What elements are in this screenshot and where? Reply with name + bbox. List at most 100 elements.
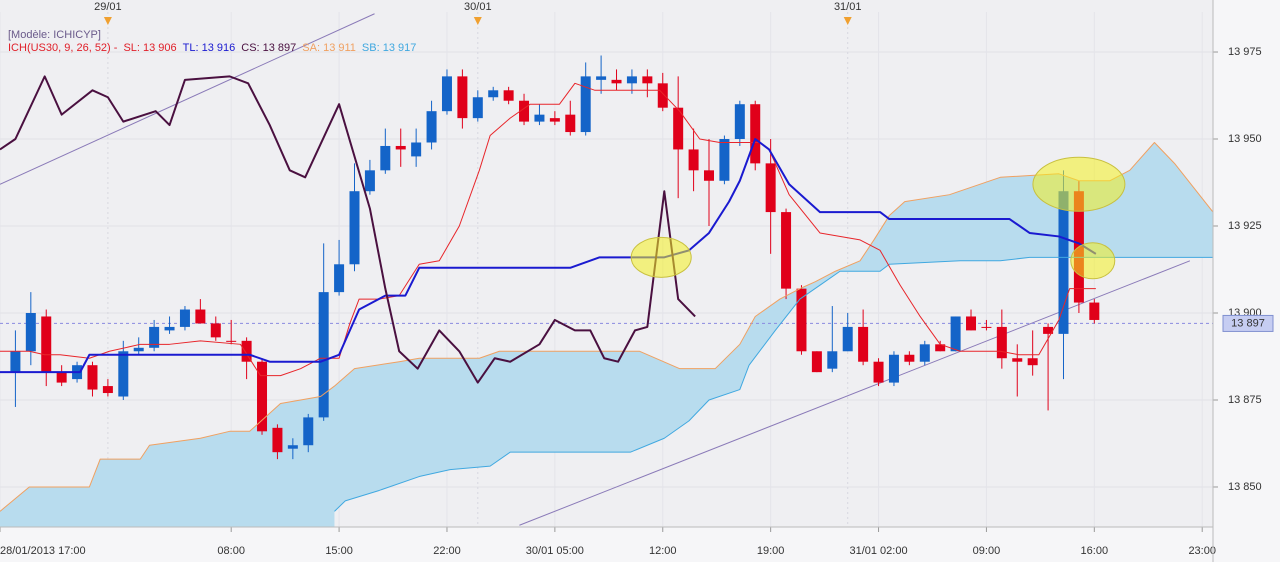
candle-body: [642, 76, 653, 84]
candle-body: [519, 100, 530, 122]
candle-body: [56, 372, 67, 383]
candle-body: [1058, 191, 1069, 334]
candle-body: [703, 170, 714, 181]
candle-body: [441, 76, 452, 112]
candle-body: [10, 351, 21, 373]
candle-body: [241, 340, 252, 362]
candle-body: [1027, 358, 1038, 366]
candle-body: [966, 316, 977, 331]
candle-body: [287, 445, 298, 449]
x-tick-label: 12:00: [649, 545, 677, 557]
candle-body: [226, 340, 237, 342]
candle-body: [364, 170, 375, 192]
legend-entry: TL: 13 916: [182, 42, 236, 54]
x-tick-label: 08:00: [217, 545, 245, 557]
candle-body: [426, 111, 437, 143]
candle-body: [118, 351, 129, 397]
candle-body: [796, 288, 807, 352]
highlight: [1070, 242, 1116, 280]
y-axis-area: [1213, 0, 1280, 562]
y-tick-label: 13 925: [1228, 220, 1262, 232]
candle-body: [781, 212, 792, 289]
indicator-line: [0, 82, 1096, 377]
candle-body: [1012, 358, 1023, 362]
plot: [0, 12, 1213, 527]
candle-body: [41, 316, 52, 373]
indicator-line: [0, 141, 1213, 512]
y-tick-label: 13 850: [1228, 481, 1262, 493]
candle-body: [164, 326, 175, 331]
legend-entry: SB: 13 917: [361, 42, 417, 54]
x-tick-label: 31/01 02:00: [849, 545, 907, 557]
candle-body: [257, 361, 268, 432]
x-tick-label: 19:00: [757, 545, 785, 557]
indicator-line: [334, 256, 1213, 512]
indicator: ICH(US30, 9, 26, 52) -: [8, 42, 118, 54]
candle-body: [334, 264, 345, 293]
candle-body: [935, 344, 946, 352]
candle-body: [873, 361, 884, 383]
candle-body: [688, 149, 699, 171]
highlight: [630, 236, 692, 278]
candle-body: [734, 104, 745, 140]
y-tick-label: 13 950: [1228, 133, 1262, 145]
candle-body: [765, 163, 776, 213]
candle-body: [1043, 326, 1054, 334]
candle-body: [549, 118, 560, 122]
candle-body: [950, 316, 961, 352]
last-price-box: [1222, 314, 1274, 332]
x-tick-label: 28/01/2013 17:00: [0, 545, 86, 557]
legend-entry: CS: 13 897: [241, 42, 297, 54]
candle-body: [827, 351, 838, 369]
candle-body: [811, 351, 822, 373]
last-price-label: 13 897: [1231, 317, 1265, 329]
candle-body: [380, 145, 391, 171]
candle-body: [719, 139, 730, 181]
candle-body: [411, 142, 422, 157]
date-marker: [843, 17, 852, 25]
candle-body: [996, 326, 1007, 359]
candle-body: [888, 354, 899, 383]
trendline: [519, 260, 1191, 526]
trendline: [0, 13, 375, 185]
candle-body: [626, 76, 637, 84]
candle-body: [349, 191, 360, 265]
model-label: [Modèle: ICHICYP]: [8, 29, 416, 42]
candle-body: [596, 76, 607, 80]
candle-body: [457, 76, 468, 119]
candle-body: [657, 83, 668, 108]
candle-body: [904, 354, 915, 362]
legend: [Modèle: ICHICYP] ICH(US30, 9, 26, 52) -…: [8, 29, 416, 55]
candle-body: [580, 76, 591, 133]
x-tick-label: 23:00: [1188, 545, 1216, 557]
model: [Modèle: ICHICYP]: [8, 29, 101, 41]
candle-body: [472, 97, 483, 119]
candle-body: [395, 145, 406, 150]
candle-body: [842, 326, 853, 352]
y-tick-label: 13 875: [1228, 394, 1262, 406]
candle-body: [565, 114, 576, 133]
cloud: [0, 142, 1213, 527]
candle-body: [87, 365, 98, 390]
candle-body: [303, 417, 314, 446]
x-tick-label: 16:00: [1081, 545, 1109, 557]
candle-body: [858, 326, 869, 362]
candle-body: [673, 107, 684, 150]
indicator-row: ICH(US30, 9, 26, 52) - SL: 13 906 TL: 13 9…: [8, 42, 416, 55]
candle-body: [195, 309, 206, 324]
date-marker: [473, 17, 482, 25]
candle-body: [102, 386, 113, 394]
candle-body: [534, 114, 545, 122]
candle-body: [981, 326, 992, 328]
date-label: 29/01: [94, 1, 122, 13]
candle-body: [25, 312, 36, 352]
candle-body: [179, 309, 190, 327]
candle-body: [210, 323, 221, 338]
date-label: 30/01: [464, 1, 492, 13]
x-tick-label: 15:00: [325, 545, 353, 557]
highlight: [1032, 156, 1126, 212]
candle-body: [1089, 302, 1100, 320]
indicator-line: [0, 75, 696, 384]
candle-body: [919, 344, 930, 362]
